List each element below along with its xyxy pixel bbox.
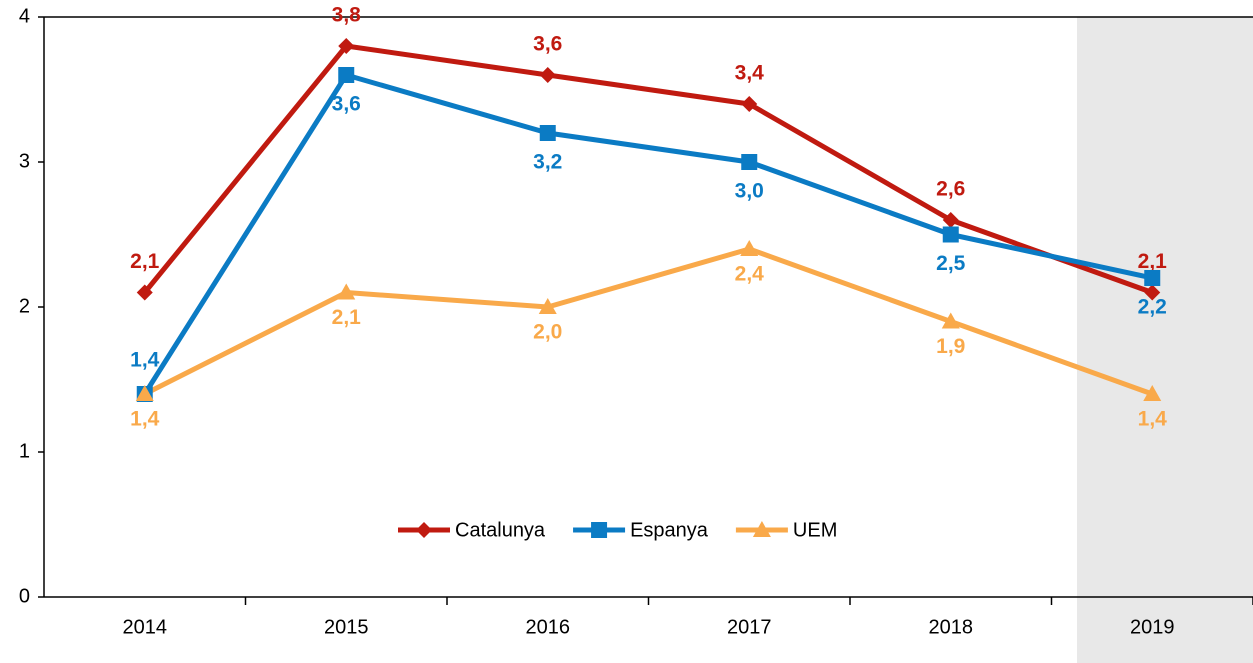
legend-label: Espanya <box>630 519 709 541</box>
x-tick-label: 2015 <box>324 616 369 638</box>
x-tick-label: 2017 <box>727 616 772 638</box>
y-tick-label: 4 <box>19 5 30 27</box>
value-label: 1,4 <box>130 408 160 431</box>
marker <box>539 125 556 141</box>
value-label: 3,6 <box>332 93 361 116</box>
marker <box>942 212 959 228</box>
legend-item: Catalunya <box>398 519 546 541</box>
value-label: 3,6 <box>533 33 562 56</box>
x-tick-label: 2019 <box>1130 616 1175 638</box>
value-label: 2,0 <box>533 321 562 344</box>
series-line <box>143 246 1154 397</box>
y-tick-label: 3 <box>19 150 30 172</box>
marker <box>752 521 771 537</box>
value-label: 2,2 <box>1138 296 1167 319</box>
legend: Catalunya Espanya UEM <box>398 519 837 541</box>
marker <box>1143 385 1162 401</box>
marker <box>591 522 608 538</box>
value-label: 2,4 <box>735 263 765 286</box>
value-label: 3,0 <box>735 180 764 203</box>
value-label: 2,6 <box>936 178 965 201</box>
series-line <box>142 43 1154 295</box>
value-label: 1,4 <box>130 349 160 372</box>
marker <box>539 67 556 83</box>
marker <box>538 298 557 314</box>
x-tick-label: 2018 <box>929 616 974 638</box>
marker <box>416 522 432 538</box>
value-label: 1,4 <box>1138 408 1168 431</box>
marker <box>741 154 758 170</box>
value-label: 3,4 <box>735 62 765 85</box>
marker <box>135 385 154 401</box>
forecast-shade <box>1077 17 1253 663</box>
marker <box>136 284 153 301</box>
y-tick-label: 2 <box>19 295 30 317</box>
legend-item: Espanya <box>573 519 709 541</box>
marker <box>1144 270 1161 286</box>
value-label: 2,5 <box>936 252 966 275</box>
marker <box>941 312 960 329</box>
marker <box>338 38 355 54</box>
marker <box>942 226 959 243</box>
y-tick-label: 0 <box>19 585 30 607</box>
legend-label: Catalunya <box>455 519 546 541</box>
marker <box>1144 284 1161 301</box>
value-label: 2,1 <box>130 250 160 273</box>
marker <box>338 67 355 83</box>
value-label: 2,1 <box>332 306 362 329</box>
value-label: 1,9 <box>936 335 965 358</box>
x-tick-label: 2014 <box>123 616 168 638</box>
series-line <box>142 72 1153 396</box>
legend-label: UEM <box>793 519 837 541</box>
legend-item: UEM <box>735 519 837 541</box>
value-label: 3,2 <box>533 151 562 174</box>
marker <box>740 240 759 256</box>
y-tick-label: 1 <box>19 440 30 462</box>
marker <box>337 283 356 300</box>
value-label: 3,8 <box>332 4 362 27</box>
marker <box>741 96 758 112</box>
x-tick-label: 2016 <box>526 616 571 638</box>
value-label: 2,1 <box>1138 250 1168 273</box>
